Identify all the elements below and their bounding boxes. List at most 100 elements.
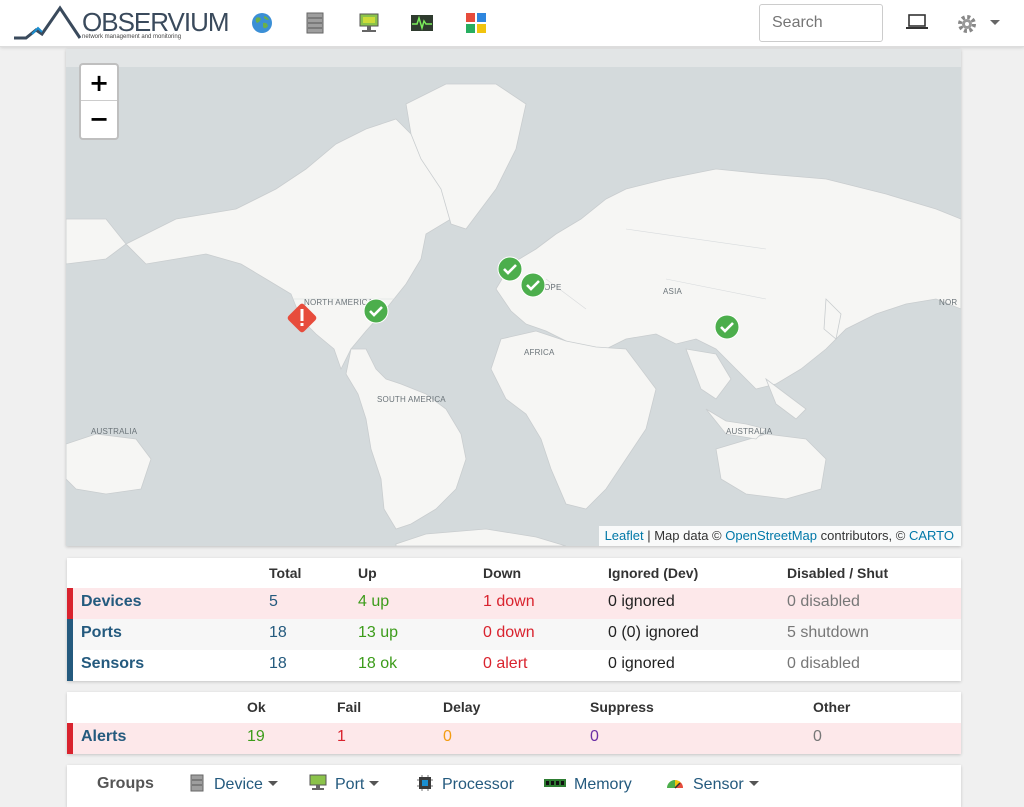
group-device-dropdown[interactable]: Device — [188, 774, 278, 794]
map-label-south-america: SOUTH AMERICA — [377, 395, 446, 404]
alerts-suppress[interactable]: 0 — [590, 728, 599, 745]
status-indicator-bar — [67, 588, 73, 619]
zoom-out-button[interactable]: − — [88, 105, 110, 133]
attribution-text-2: contributors, © — [817, 528, 909, 543]
chevron-down-icon[interactable] — [990, 20, 1000, 25]
map-attribution: Leaflet | Map data © OpenStreetMap contr… — [598, 526, 961, 546]
header-other: Other — [813, 699, 851, 715]
header-down: Down — [483, 565, 522, 581]
group-device-label: Device — [214, 776, 263, 793]
status-indicator-bar — [67, 650, 73, 681]
check-marker-icon[interactable] — [714, 314, 740, 340]
ports-down[interactable]: 0 down — [483, 624, 535, 641]
sensors-ignored[interactable]: 0 ignored — [608, 655, 675, 672]
openstreetmap-link[interactable]: OpenStreetMap — [725, 528, 818, 543]
map-label-australia-left: AUSTRALIA — [91, 427, 138, 436]
leaflet-link[interactable]: Leaflet — [604, 528, 644, 543]
header-up: Up — [358, 565, 377, 581]
map-label-europe: OPE — [544, 283, 562, 292]
server-rack-icon[interactable] — [303, 11, 327, 35]
group-sensor-label: Sensor — [693, 776, 744, 793]
devices-up[interactable]: 4 up — [358, 593, 390, 610]
map-label-australia-right: AUSTRALIA — [726, 427, 773, 436]
table-row-alerts[interactable]: Alerts 19 1 0 0 0 — [67, 723, 961, 754]
header-disabled: Disabled / Shut — [787, 565, 889, 581]
table-row-ports[interactable]: Ports 18 13 up 0 down 0 (0) ignored 5 sh… — [67, 619, 961, 650]
gauge-icon — [667, 780, 683, 789]
sensors-alert[interactable]: 0 alert — [483, 655, 528, 672]
header-ignored: Ignored (Dev) — [608, 565, 699, 581]
observium-logo[interactable]: OBSERVIUM network management and monitor… — [12, 4, 230, 44]
group-port-dropdown[interactable]: Port — [309, 774, 380, 794]
group-port-label: Port — [335, 776, 365, 793]
carto-link[interactable]: CARTO — [908, 528, 954, 543]
devices-ignored[interactable]: 0 ignored — [608, 593, 675, 610]
top-navbar: OBSERVIUM network management and monitor… — [0, 0, 1024, 47]
header-suppress: Suppress — [590, 699, 654, 715]
row-label-alerts[interactable]: Alerts — [81, 728, 127, 745]
zoom-control: + − — [79, 63, 119, 140]
check-marker-icon[interactable] — [363, 298, 389, 324]
alerts-ok[interactable]: 19 — [247, 728, 265, 745]
devices-down[interactable]: 1 down — [483, 593, 535, 610]
group-processor-link[interactable]: Processor — [416, 774, 514, 794]
memory-module-icon — [544, 779, 566, 787]
server-icon — [190, 774, 204, 792]
devices-disabled[interactable]: 0 disabled — [787, 593, 860, 610]
apps-grid-icon[interactable] — [464, 11, 488, 35]
ports-total[interactable]: 18 — [269, 624, 287, 641]
group-processor-label: Processor — [442, 776, 515, 793]
header-ok: Ok — [247, 699, 266, 715]
alerts-fail[interactable]: 1 — [337, 728, 346, 745]
map-label-nor: NOR — [939, 298, 958, 307]
zoom-in-button[interactable]: + — [81, 65, 117, 101]
row-label-sensors[interactable]: Sensors — [81, 655, 145, 672]
world-map[interactable]: + − NORTH AMERICA SOUTH AMERICA OPE AFRI… — [66, 49, 961, 546]
check-marker-icon[interactable] — [497, 256, 523, 282]
alerts-other[interactable]: 0 — [813, 728, 822, 745]
header-fail: Fail — [337, 699, 362, 715]
status-indicator-bar — [67, 723, 73, 754]
brand-tagline: network management and monitoring — [82, 34, 182, 40]
laptop-icon[interactable] — [906, 13, 928, 31]
health-graph-icon[interactable] — [410, 11, 434, 35]
header-total: Total — [269, 565, 302, 581]
devices-total[interactable]: 5 — [269, 593, 278, 610]
alert-marker-icon[interactable] — [285, 301, 319, 335]
table-row-devices[interactable]: Devices 5 4 up 1 down 0 ignored 0 disabl… — [67, 588, 961, 619]
globe-icon[interactable] — [250, 11, 274, 35]
alerts-summary-table: Ok Fail Delay Suppress Other Alerts 19 1… — [67, 692, 961, 754]
chevron-down-icon — [748, 781, 759, 786]
check-marker-icon[interactable] — [520, 272, 546, 298]
world-map-tiles — [66, 49, 961, 546]
status-table-header: Total Up Down Ignored (Dev) Disabled / S… — [67, 558, 961, 589]
map-label-asia: ASIA — [663, 287, 683, 296]
chevron-down-icon — [369, 781, 380, 786]
sensors-disabled[interactable]: 0 disabled — [787, 655, 860, 672]
status-indicator-bar — [67, 619, 73, 650]
group-memory-link[interactable]: Memory — [544, 774, 632, 794]
row-label-devices[interactable]: Devices — [81, 593, 142, 610]
ports-ignored[interactable]: 0 (0) ignored — [608, 624, 699, 641]
logo-mountain-icon — [14, 5, 82, 40]
gear-icon[interactable] — [956, 13, 978, 35]
groups-label: Groups — [97, 775, 154, 792]
brand-name: OBSERVIUM — [82, 7, 230, 37]
chevron-down-icon — [267, 781, 278, 786]
search-input[interactable] — [759, 4, 883, 42]
row-label-ports[interactable]: Ports — [81, 624, 122, 641]
groups-bar: Groups Device Port Processor Memory Sens… — [67, 765, 961, 807]
status-summary-table: Total Up Down Ignored (Dev) Disabled / S… — [67, 558, 961, 681]
sensors-total[interactable]: 18 — [269, 655, 287, 672]
table-row-sensors[interactable]: Sensors 18 18 ok 0 alert 0 ignored 0 dis… — [67, 650, 961, 681]
sensors-ok[interactable]: 18 ok — [358, 655, 398, 672]
ports-up[interactable]: 13 up — [358, 624, 399, 641]
group-memory-label: Memory — [574, 776, 632, 793]
ports-shutdown[interactable]: 5 shutdown — [787, 624, 869, 641]
header-delay: Delay — [443, 699, 481, 715]
map-label-africa: AFRICA — [524, 348, 555, 357]
network-port-icon[interactable] — [357, 11, 381, 35]
alerts-delay[interactable]: 0 — [443, 728, 452, 745]
group-sensor-dropdown[interactable]: Sensor — [665, 774, 759, 794]
network-port-icon — [309, 774, 327, 790]
